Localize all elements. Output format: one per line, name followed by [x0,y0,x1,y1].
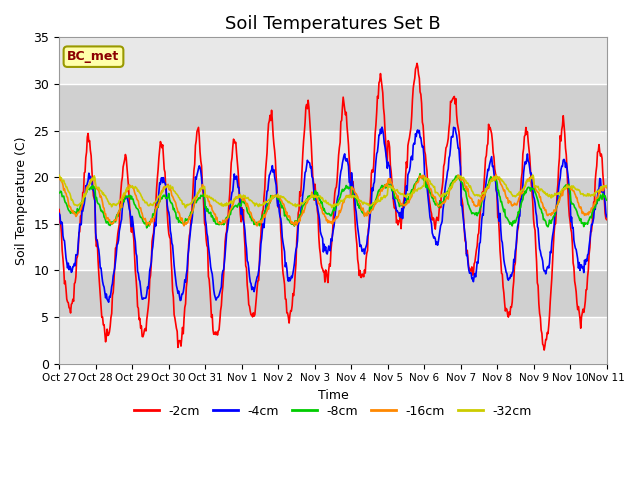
-8cm [55,190,63,196]
Bar [59,270,607,317]
-16cm [206,203,214,209]
-32cm [416,186,424,192]
-2cm [416,89,424,95]
Title: Soil Temperatures Set B: Soil Temperatures Set B [225,15,441,33]
-2cm [122,152,129,157]
-16cm [603,185,611,191]
-16cm [65,204,73,210]
Y-axis label: Soil Temperature (C): Soil Temperature (C) [15,136,28,265]
-4cm [178,291,186,297]
-16cm [122,190,129,195]
-16cm [177,217,185,223]
Line: -8cm: -8cm [59,174,607,228]
Line: -32cm: -32cm [59,175,607,208]
-2cm [413,60,421,66]
-4cm [603,214,611,220]
-4cm [378,124,386,130]
-4cm [401,195,409,201]
X-axis label: Time: Time [317,389,348,402]
-32cm [529,172,536,178]
-8cm [65,208,73,214]
-4cm [55,211,63,216]
-4cm [417,135,425,141]
Line: -16cm: -16cm [59,175,607,226]
-8cm [603,197,611,203]
-8cm [143,225,150,231]
-16cm [55,174,63,180]
-16cm [416,173,424,179]
-32cm [122,191,129,196]
-32cm [400,193,408,199]
-2cm [177,343,185,349]
-2cm [55,207,63,213]
-8cm [416,171,424,177]
-8cm [417,174,425,180]
-4cm [105,300,113,305]
Bar [59,317,607,364]
Bar [59,224,607,270]
-2cm [603,216,611,222]
-32cm [182,205,189,211]
-16cm [253,223,261,229]
Bar [59,84,607,131]
-4cm [122,193,130,199]
-16cm [400,202,408,208]
-2cm [399,201,407,206]
-32cm [55,172,63,178]
Text: BC_met: BC_met [67,50,120,63]
Legend: -2cm, -4cm, -8cm, -16cm, -32cm: -2cm, -4cm, -8cm, -16cm, -32cm [129,400,537,423]
-32cm [603,183,611,189]
-8cm [178,220,186,226]
-8cm [400,202,408,208]
Line: -2cm: -2cm [59,63,607,350]
-8cm [207,209,214,215]
-32cm [177,197,185,203]
-4cm [207,264,214,270]
Bar [59,37,607,84]
Bar [59,177,607,224]
Bar [59,131,607,177]
-2cm [206,287,214,292]
-2cm [540,347,548,353]
-16cm [492,172,500,178]
Line: -4cm: -4cm [59,127,607,302]
-32cm [65,189,73,195]
-32cm [207,196,214,202]
-4cm [65,267,73,273]
-8cm [122,193,129,199]
-2cm [65,305,73,311]
